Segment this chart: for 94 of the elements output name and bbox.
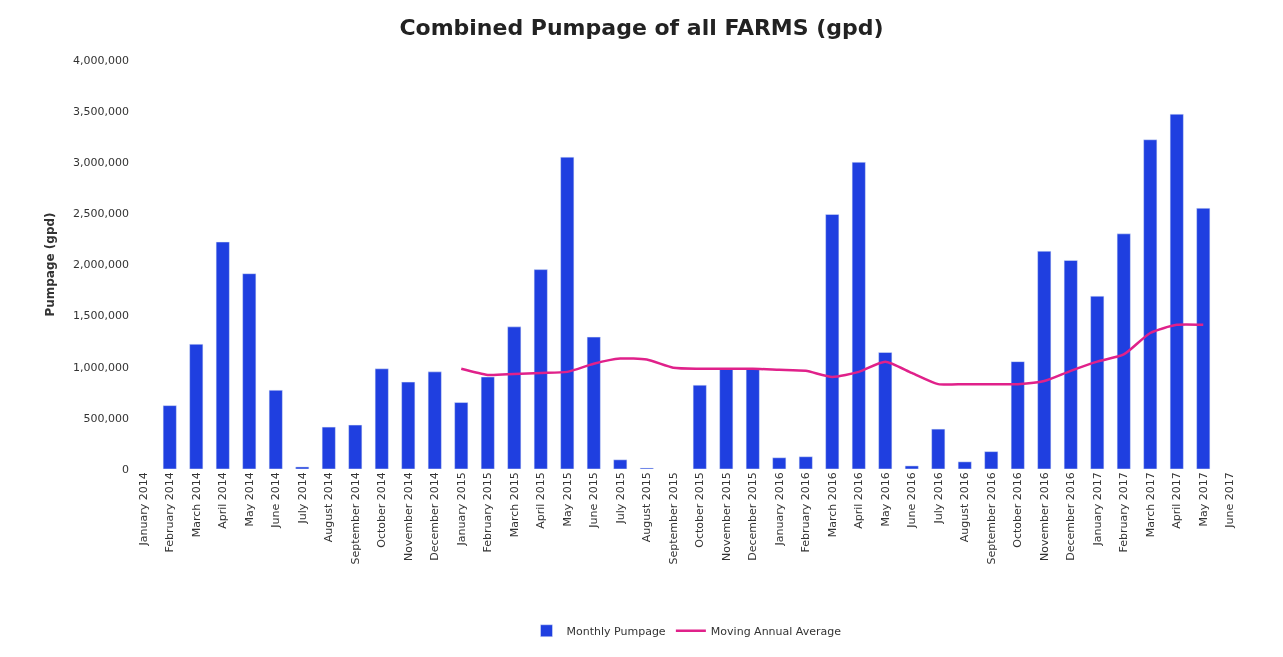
bar <box>295 466 310 469</box>
x-tick-label: May 2015 <box>560 472 574 527</box>
x-tick-label: December 2015 <box>746 472 760 561</box>
chart-title: Combined Pumpage of all FARMS (gpd) <box>399 15 884 41</box>
y-tick-label: 2,500,000 <box>73 207 129 221</box>
x-tick-label: March 2014 <box>189 472 203 538</box>
bar <box>772 457 787 469</box>
x-tick-label: July 2016 <box>931 472 945 525</box>
y-tick-label: 1,500,000 <box>73 309 129 323</box>
y-tick-label: 1,000,000 <box>73 360 129 374</box>
x-tick-label: November 2014 <box>401 472 415 561</box>
bar <box>613 459 628 469</box>
x-tick-label: October 2014 <box>375 472 389 548</box>
bar <box>1143 139 1158 469</box>
bar <box>348 424 363 469</box>
legend-label: Moving Annual Average <box>710 625 842 639</box>
x-tick-label: June 2017 <box>1223 472 1237 529</box>
bar <box>719 368 734 469</box>
bar <box>957 461 972 469</box>
x-tick-label: June 2014 <box>269 472 283 529</box>
x-tick-label: September 2016 <box>984 472 998 565</box>
x-tick-label: September 2015 <box>666 472 680 565</box>
x-tick-label: June 2016 <box>905 472 919 529</box>
x-tick-label: March 2016 <box>825 472 839 538</box>
bar <box>507 326 522 469</box>
x-tick-label: January 2014 <box>136 472 150 547</box>
bar <box>454 402 469 469</box>
x-tick-label: June 2015 <box>587 472 601 529</box>
x-tick-label: April 2016 <box>852 472 866 529</box>
x-tick-label: July 2015 <box>613 472 627 525</box>
x-tick-label: April 2017 <box>1170 472 1184 529</box>
x-tick-label: December 2016 <box>1064 472 1078 561</box>
bar <box>1169 113 1184 469</box>
bar <box>851 162 866 469</box>
bar <box>321 426 336 469</box>
x-tick-label: February 2016 <box>799 472 813 553</box>
bar <box>374 368 389 469</box>
bar <box>268 390 283 469</box>
y-tick-label: 3,000,000 <box>73 156 129 170</box>
bar <box>878 352 893 469</box>
bar <box>1196 208 1211 469</box>
bar <box>560 156 575 469</box>
bar <box>427 371 442 469</box>
x-tick-label: August 2016 <box>958 472 972 543</box>
bar <box>745 368 760 469</box>
bar <box>162 405 177 469</box>
x-tick-label: May 2016 <box>878 472 892 527</box>
x-tick-label: July 2014 <box>295 472 309 525</box>
bar <box>825 214 840 469</box>
x-tick-label: May 2014 <box>242 472 256 527</box>
bar <box>984 451 999 469</box>
x-tick-label: February 2014 <box>163 472 177 553</box>
y-tick-label: 0 <box>122 462 129 476</box>
bar <box>586 336 601 469</box>
bar <box>798 456 813 469</box>
x-tick-label: January 2017 <box>1090 472 1104 547</box>
x-tick-label: October 2016 <box>1011 472 1025 548</box>
bar <box>242 273 257 469</box>
bar <box>692 384 707 469</box>
bar <box>533 269 548 469</box>
x-tick-label: October 2015 <box>693 472 707 548</box>
bar <box>1010 361 1025 469</box>
y-tick-label: 4,000,000 <box>73 53 129 67</box>
x-tick-label: November 2016 <box>1037 472 1051 561</box>
bar <box>189 344 204 469</box>
bar <box>401 381 416 469</box>
bar <box>215 241 230 469</box>
x-tick-label: January 2015 <box>454 472 468 547</box>
bar <box>480 376 495 469</box>
x-tick-label: January 2016 <box>772 472 786 547</box>
x-tick-label: March 2015 <box>507 472 521 538</box>
x-tick-label: May 2017 <box>1196 472 1210 527</box>
bar <box>1063 260 1078 469</box>
line-series <box>460 323 1205 386</box>
bar <box>904 465 919 469</box>
bar <box>1037 250 1052 469</box>
bar <box>1116 233 1131 469</box>
x-tick-label: November 2015 <box>719 472 733 561</box>
x-tick-label: April 2014 <box>216 472 230 529</box>
x-tick-label: February 2015 <box>481 472 495 553</box>
x-tick-label: August 2014 <box>322 472 336 543</box>
bar <box>931 428 946 469</box>
y-tick-label: 3,500,000 <box>73 104 129 118</box>
x-tick-label: December 2014 <box>428 472 442 561</box>
legend-label: Monthly Pumpage <box>566 625 666 639</box>
x-tick-label: February 2017 <box>1117 472 1131 553</box>
y-tick-label: 2,000,000 <box>73 258 129 272</box>
y-tick-label: 500,000 <box>83 411 129 425</box>
x-tick-label: March 2017 <box>1143 472 1157 538</box>
x-tick-label: August 2015 <box>640 472 654 543</box>
bar <box>1090 295 1105 469</box>
y-axis-title: Pumpage (gpd) <box>43 212 58 317</box>
x-tick-label: April 2015 <box>534 472 548 529</box>
x-tick-label: September 2014 <box>348 472 362 565</box>
